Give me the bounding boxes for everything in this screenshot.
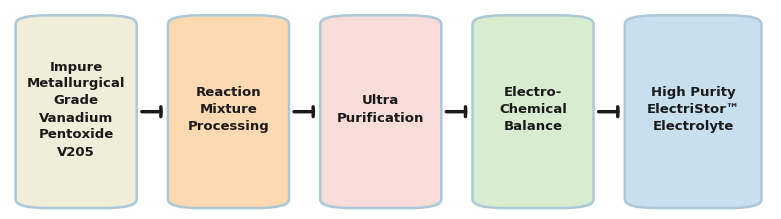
- FancyBboxPatch shape: [16, 15, 137, 208]
- Text: High Purity
ElectriStor™
Electrolyte: High Purity ElectriStor™ Electrolyte: [647, 86, 740, 133]
- Text: Electro-
Chemical
Balance: Electro- Chemical Balance: [499, 86, 567, 133]
- FancyBboxPatch shape: [320, 15, 441, 208]
- Text: Impure
Metallurgical
Grade
Vanadium
Pentoxide
V205: Impure Metallurgical Grade Vanadium Pent…: [27, 60, 126, 159]
- Text: Ultra
Purification: Ultra Purification: [337, 95, 424, 124]
- FancyBboxPatch shape: [473, 15, 594, 208]
- Text: Reaction
Mixture
Processing: Reaction Mixture Processing: [187, 86, 269, 133]
- FancyBboxPatch shape: [168, 15, 289, 208]
- FancyBboxPatch shape: [625, 15, 761, 208]
